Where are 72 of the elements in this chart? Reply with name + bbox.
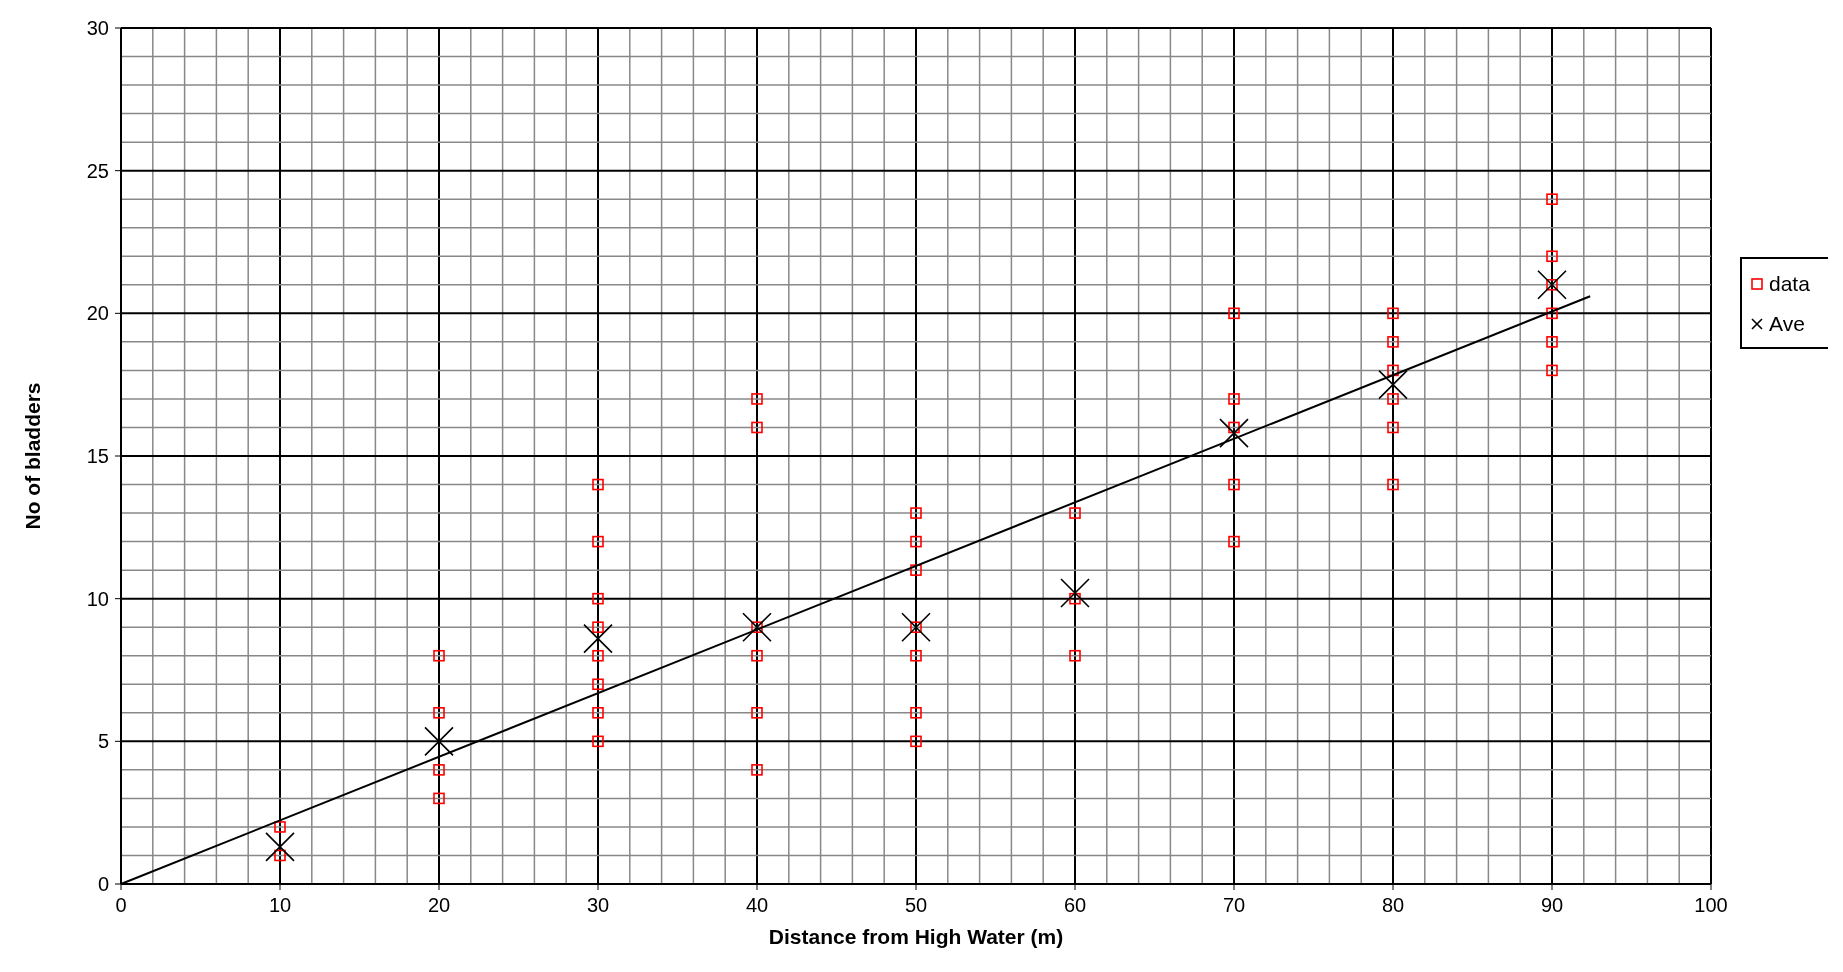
point — [1069, 649, 1081, 662]
point — [1546, 193, 1558, 205]
point — [1387, 393, 1399, 405]
x-tick-label: 80 — [1381, 894, 1405, 916]
x-tick-label: 40 — [745, 894, 769, 916]
point — [751, 421, 763, 434]
point — [1546, 336, 1558, 348]
point — [1546, 307, 1558, 320]
point — [274, 821, 286, 833]
y-tick-label: 20 — [86, 302, 109, 325]
x-axis-title: Distance from High Water (m) — [768, 925, 1064, 948]
point — [751, 393, 763, 405]
x-tick-label: 90 — [1540, 894, 1564, 916]
point — [1387, 421, 1399, 434]
point — [1228, 307, 1240, 320]
point — [1546, 364, 1558, 377]
x-tick-label: 10 — [268, 894, 292, 916]
point — [1228, 393, 1240, 405]
y-tick-label: 10 — [86, 587, 109, 610]
point — [1219, 418, 1249, 448]
point — [1378, 369, 1408, 400]
point — [1228, 421, 1240, 434]
point — [910, 649, 922, 662]
point — [433, 792, 445, 805]
point — [1546, 250, 1558, 263]
point — [433, 764, 445, 776]
point — [910, 507, 922, 519]
point — [910, 535, 922, 548]
point — [592, 707, 604, 719]
point — [433, 649, 445, 662]
y-tick-label: 0 — [97, 873, 109, 895]
point — [592, 678, 604, 691]
y-tick-label: 30 — [86, 17, 109, 39]
x-tick-label: 20 — [427, 894, 451, 916]
point — [1069, 592, 1081, 605]
point — [910, 707, 922, 719]
point — [1387, 478, 1399, 491]
point — [424, 726, 454, 757]
x-tick-label: 30 — [586, 894, 610, 916]
x-tick-label: 70 — [1222, 894, 1246, 916]
point — [592, 592, 604, 605]
point — [583, 623, 613, 654]
point — [265, 832, 295, 862]
point — [1387, 307, 1399, 320]
point — [592, 649, 604, 662]
x-tick-label: 100 — [1694, 894, 1728, 916]
x-tick-label: 60 — [1063, 894, 1087, 916]
point — [1387, 364, 1399, 377]
point — [751, 649, 763, 662]
legend-label: Ave — [1769, 312, 1805, 335]
point — [592, 535, 604, 548]
legend-label: data — [1769, 272, 1811, 295]
point — [592, 735, 604, 748]
point — [910, 564, 922, 576]
x-tick-label: 0 — [115, 894, 127, 916]
point — [1387, 336, 1399, 348]
x-tick-label: 50 — [904, 894, 928, 916]
point — [751, 707, 763, 719]
y-axis-title: No of bladders — [21, 382, 44, 530]
point — [910, 735, 922, 748]
point — [751, 764, 763, 776]
point — [1228, 478, 1240, 491]
y-tick-label: 15 — [86, 445, 109, 467]
point — [433, 707, 445, 719]
point — [1060, 578, 1090, 608]
point — [1069, 507, 1081, 519]
y-tick-label: 25 — [86, 159, 109, 182]
point — [592, 621, 604, 633]
y-tick-label: 5 — [97, 730, 109, 753]
point — [592, 478, 604, 491]
point — [274, 849, 286, 862]
point — [1228, 535, 1240, 548]
